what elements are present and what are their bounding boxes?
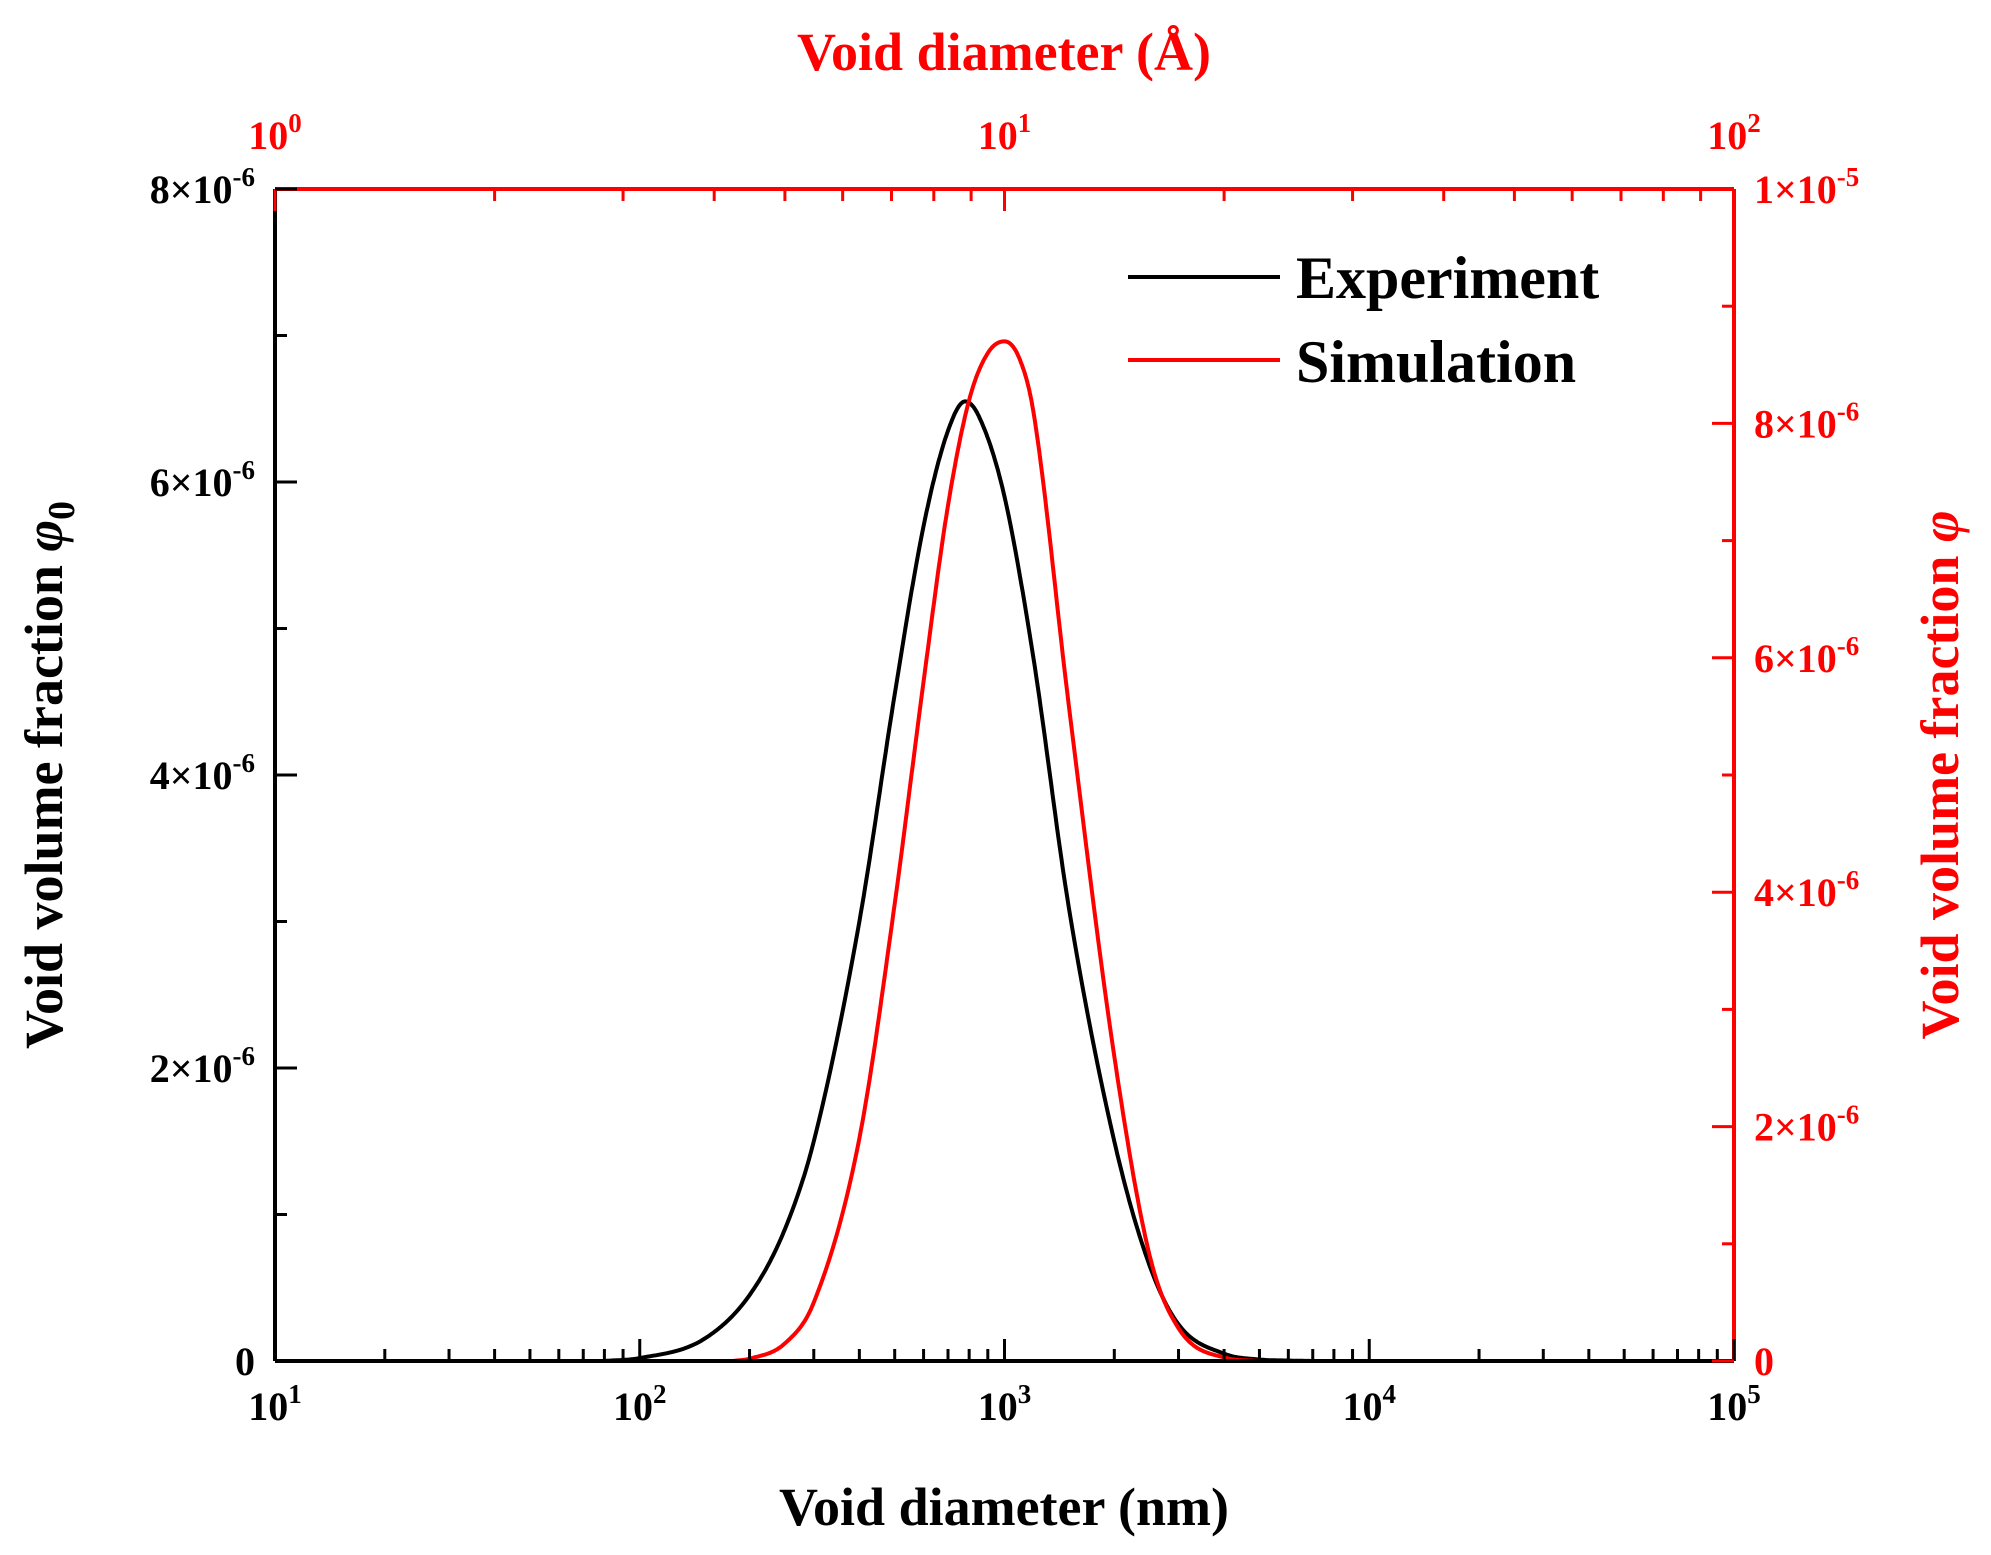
bottom-tick-label: 102 [613, 1379, 667, 1429]
bottom-tick-label: 104 [1343, 1379, 1397, 1429]
top-tick-label: 100 [248, 108, 302, 158]
legend-label-simulation: Simulation [1296, 329, 1576, 395]
top-tick-label: 102 [1707, 108, 1761, 158]
bottom-axis-title: Void diameter (nm) [779, 1477, 1229, 1537]
left-axis-title-symbol: φ [14, 520, 74, 552]
right-tick-label: 2×10-6 [1754, 1100, 1859, 1150]
left-tick-label: 4×10-6 [150, 748, 255, 798]
bottom-tick-label: 105 [1707, 1379, 1761, 1429]
left-tick-label: 2×10-6 [150, 1041, 255, 1091]
bottom-tick-label: 103 [978, 1379, 1032, 1429]
left-tick-label: 6×10-6 [150, 455, 255, 505]
series-line-simulation [731, 339, 1260, 1363]
left-tick-label: 8×10-6 [150, 162, 255, 212]
left-axis-title-text: Void volume fraction [14, 552, 74, 1050]
right-axis-title-symbol: φ [1910, 510, 1970, 542]
legend: Experiment Simulation [1128, 245, 1599, 395]
left-tick-label: 0 [235, 1339, 255, 1384]
left-axis-title: Void volume fraction φ0 [14, 501, 83, 1049]
right-tick-label: 4×10-6 [1754, 865, 1859, 915]
right-tick-label: 8×10-6 [1754, 396, 1859, 446]
legend-label-experiment: Experiment [1296, 245, 1599, 311]
left-axis-title-subscript: 0 [41, 501, 83, 520]
right-tick-label: 1×10-5 [1754, 162, 1859, 212]
top-axis-title: Void diameter (Å) [797, 22, 1211, 82]
right-tick-label: 6×10-6 [1754, 631, 1859, 681]
right-axis-title: Void volume fraction φ [1910, 510, 1970, 1039]
bottom-tick-label: 101 [248, 1379, 302, 1429]
series-line-experiment [603, 399, 1314, 1363]
top-tick-label: 101 [978, 108, 1032, 158]
right-tick-label: 0 [1754, 1339, 1774, 1384]
right-axis-title-text: Void volume fraction [1910, 542, 1970, 1040]
